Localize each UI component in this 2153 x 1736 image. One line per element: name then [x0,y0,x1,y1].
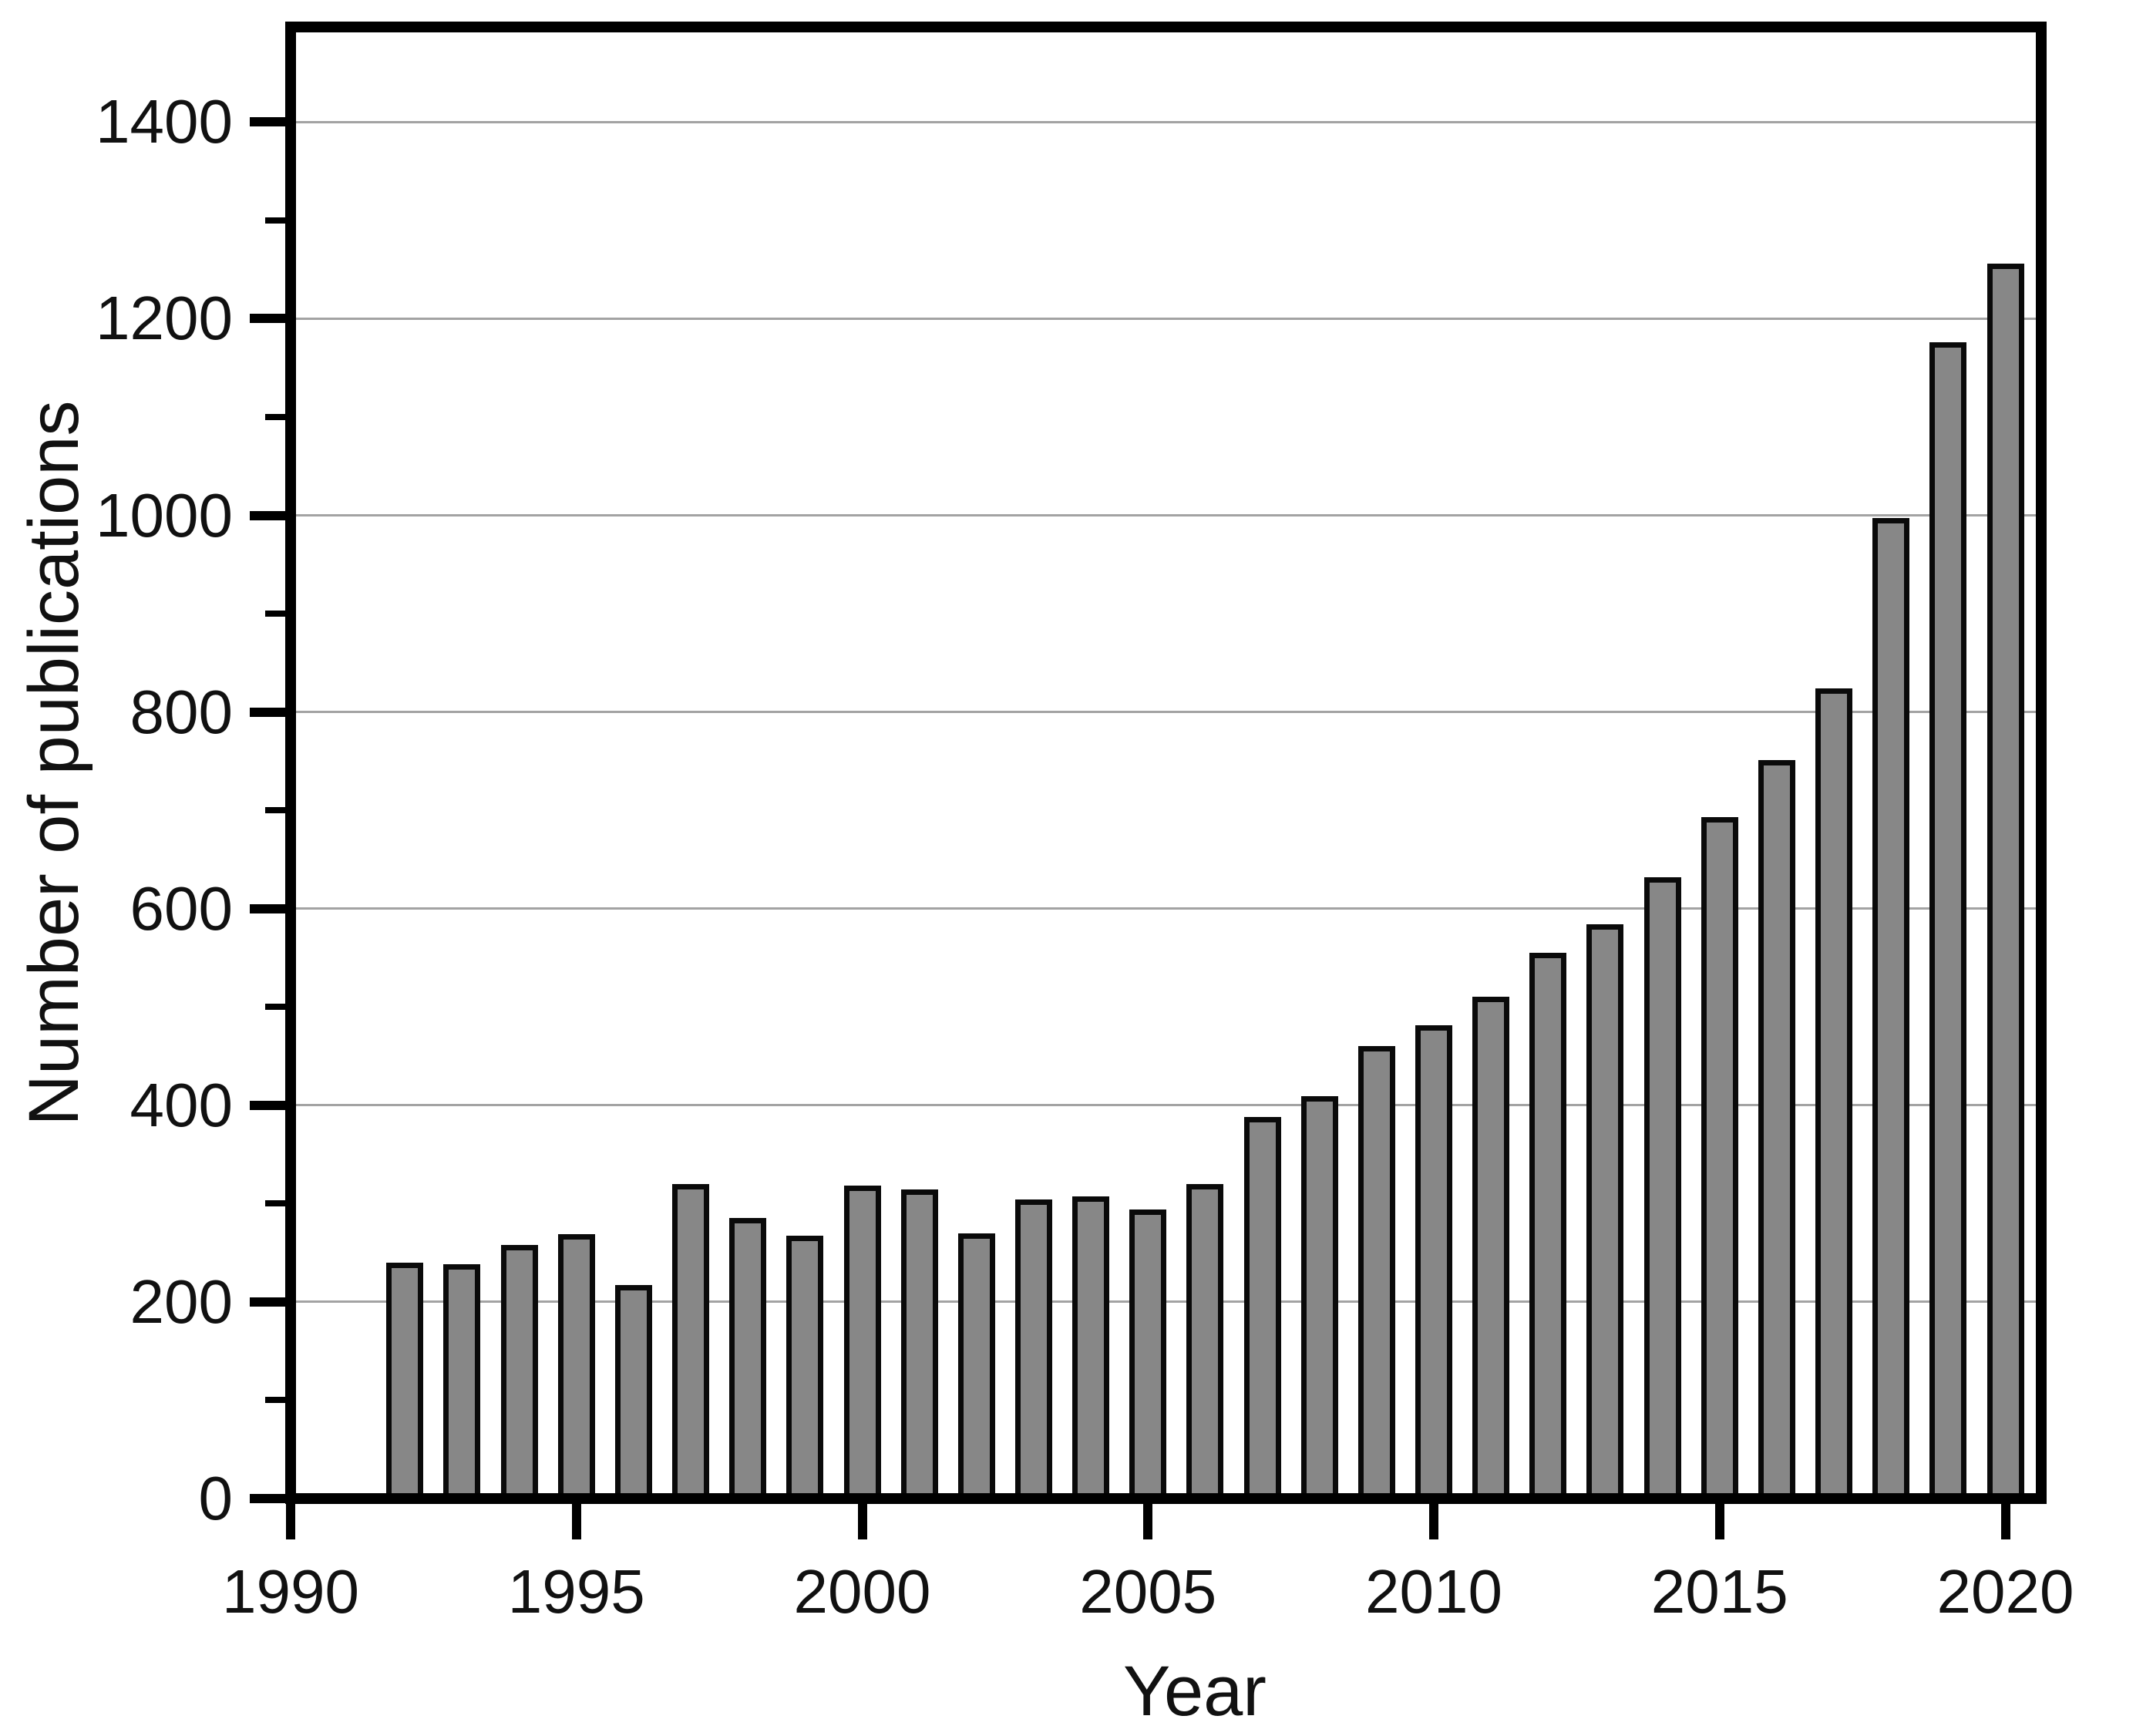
y-minor-tick-900 [265,611,285,617]
y-tick-label-200: 200 [130,1267,233,1336]
bar-2007 [1243,1117,1281,1499]
y-tick-label-400: 400 [130,1070,233,1139]
x-major-tick-2020 [2000,1504,2010,1539]
bar-2005 [1129,1209,1167,1499]
bar-2020 [1986,263,2024,1499]
x-major-tick-2010 [1429,1504,1438,1539]
y-major-tick-400 [250,1100,285,1110]
plot-area [285,22,2047,1504]
x-tick-label-2020: 2020 [1936,1557,2074,1626]
y-tick-label-1000: 1000 [96,480,233,550]
gridline-1400 [296,120,2036,123]
x-major-tick-2015 [1714,1504,1724,1539]
bar-2018 [1872,518,1910,1499]
gridline-800 [296,711,2036,714]
gridline-400 [296,1104,2036,1107]
bar-2003 [1014,1199,1052,1499]
bar-2011 [1472,997,1510,1499]
y-minor-tick-300 [265,1200,285,1207]
y-tick-label-0: 0 [198,1464,234,1532]
y-tick-label-1400: 1400 [96,87,233,156]
bar-1995 [557,1233,595,1499]
bar-1996 [614,1285,652,1499]
x-tick-label-1995: 1995 [507,1557,645,1626]
bar-1997 [672,1183,710,1499]
y-minor-tick-500 [265,1004,285,1011]
y-minor-tick-100 [265,1397,285,1404]
y-major-tick-1000 [250,510,285,520]
bar-2008 [1300,1096,1338,1499]
bar-2004 [1072,1196,1110,1499]
x-tick-label-2010: 2010 [1365,1557,1502,1626]
bar-2015 [1701,817,1738,1499]
gridline-1000 [296,514,2036,516]
bar-1998 [729,1218,767,1499]
y-major-tick-600 [250,903,285,913]
x-major-tick-1990 [286,1504,295,1539]
x-tick-label-2000: 2000 [793,1557,931,1626]
y-major-tick-0 [250,1494,285,1503]
bar-2016 [1758,760,1795,1499]
bar-2006 [1186,1183,1224,1499]
bar-2012 [1529,953,1567,1499]
y-tick-label-600: 600 [130,873,233,943]
y-major-tick-1200 [250,314,285,324]
x-major-tick-1995 [571,1504,581,1539]
x-tick-label-2015: 2015 [1650,1557,1788,1626]
y-tick-label-800: 800 [130,677,233,746]
bar-2014 [1643,876,1681,1499]
x-major-tick-2005 [1143,1504,1153,1539]
gridline-600 [296,907,2036,910]
x-axis-title: Year [1123,1652,1267,1731]
y-minor-tick-1300 [265,217,285,224]
bar-2010 [1415,1025,1452,1499]
bar-2017 [1815,688,1853,1499]
bar-2013 [1586,924,1624,1499]
bar-1992 [386,1262,424,1499]
y-minor-tick-1100 [265,413,285,420]
x-major-tick-2000 [857,1504,867,1539]
x-tick-label-1990: 1990 [222,1557,359,1626]
bar-1993 [443,1264,481,1499]
y-major-tick-1400 [250,117,285,127]
bar-1999 [786,1236,824,1499]
y-axis-title: Number of publications [15,400,93,1125]
y-tick-label-1200: 1200 [96,284,233,353]
y-minor-tick-700 [265,807,285,814]
bar-1994 [500,1244,538,1499]
y-major-tick-200 [250,1297,285,1307]
bar-2009 [1357,1046,1395,1499]
x-tick-label-2005: 2005 [1079,1557,1217,1626]
gridline-1200 [296,317,2036,320]
y-major-tick-800 [250,707,285,717]
